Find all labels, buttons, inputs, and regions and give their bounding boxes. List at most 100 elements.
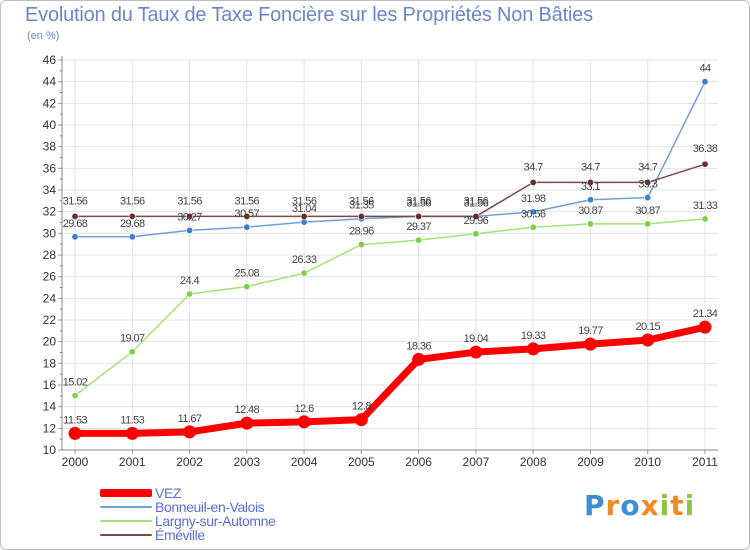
data-label: 31.56: [177, 195, 202, 207]
data-point: [586, 196, 594, 204]
legend-swatch: [100, 520, 152, 522]
data-label: 31.56: [235, 195, 260, 207]
data-label: 36.38: [693, 143, 718, 155]
data-point: [183, 425, 197, 439]
legend-label: Largny-sur-Automne: [155, 513, 276, 529]
legend-item: Largny-sur-Automne: [100, 513, 276, 529]
data-label: 34.7: [638, 161, 657, 173]
data-point: [186, 290, 194, 298]
data-label: 30.27: [177, 211, 202, 223]
data-label: 44: [699, 63, 711, 75]
data-point: [469, 345, 483, 359]
data-point: [641, 333, 655, 347]
data-label: 30.57: [235, 208, 260, 220]
data-label: 26.33: [292, 254, 317, 266]
x-tick-label: 2009: [577, 455, 604, 469]
y-tick-label: 40: [43, 118, 57, 132]
data-label: 31.56: [292, 195, 317, 207]
data-label: 12.6: [295, 403, 314, 415]
series-line-2: [74, 218, 706, 397]
legend-item: Bonneuil-en-Valois: [100, 500, 275, 514]
logo-letter: P: [584, 489, 606, 522]
data-label: 31.56: [63, 195, 88, 207]
data-point: [472, 230, 480, 238]
y-tick-label: 26: [43, 270, 57, 284]
data-label: 30.87: [635, 205, 660, 217]
data-point: [529, 208, 537, 216]
data-label: 31.56: [406, 197, 431, 209]
data-point: [297, 415, 311, 429]
data-point: [128, 212, 136, 220]
data-point: [357, 241, 365, 249]
x-tick-label: 2001: [119, 455, 146, 469]
y-tick-label: 10: [43, 443, 57, 457]
y-tick-label: 12: [43, 421, 57, 435]
y-tick-label: 32: [43, 205, 57, 219]
data-label: 25.08: [235, 268, 260, 280]
data-point: [529, 223, 537, 231]
data-point: [586, 220, 594, 228]
logo-letter: i: [684, 489, 696, 522]
y-tick-label: 20: [43, 335, 57, 349]
y-tick-label: 34: [43, 183, 57, 197]
data-label: 31.98: [521, 193, 546, 205]
data-point: [644, 220, 652, 228]
data-point: [586, 178, 594, 186]
x-tick-label: 2003: [233, 455, 260, 469]
data-label: 19.07: [120, 333, 145, 345]
data-point: [71, 392, 79, 400]
data-point: [243, 283, 251, 291]
data-point: [71, 233, 79, 241]
data-label: 31.56: [120, 195, 145, 207]
y-tick-label: 42: [43, 96, 57, 110]
y-tick-label: 18: [43, 356, 57, 370]
data-point: [701, 78, 709, 86]
data-point: [701, 215, 709, 223]
data-label: 11.67: [178, 413, 202, 425]
data-point: [240, 416, 254, 430]
y-tick-label: 28: [43, 248, 57, 262]
data-point: [68, 426, 82, 440]
data-label: 18.36: [406, 340, 431, 352]
data-label: 11.53: [63, 414, 87, 426]
proxiti-logo: Proxiti: [584, 489, 695, 522]
data-point: [472, 212, 480, 220]
data-label: 20.15: [635, 321, 660, 333]
data-point: [583, 337, 597, 351]
data-point: [300, 269, 308, 277]
data-label: 31.56: [464, 195, 489, 207]
chart-legend: VEZ Bonneuil-en-Valois Largny-sur-Automne É…: [100, 486, 276, 542]
data-label: 21.34: [693, 308, 718, 320]
data-label: 34.7: [581, 161, 600, 173]
data-label: 15.02: [63, 377, 88, 389]
logo-letter: t: [670, 489, 685, 522]
x-tick-label: 2008: [520, 455, 547, 469]
series-line-3: [74, 163, 706, 218]
data-point: [128, 233, 136, 241]
data-point: [529, 178, 537, 186]
y-tick-label: 44: [43, 75, 57, 89]
data-label: 12.8: [352, 401, 371, 413]
y-tick-label: 46: [43, 53, 57, 67]
logo-letter: o: [620, 489, 641, 522]
x-tick-label: 2007: [463, 455, 490, 469]
x-tick-label: 2005: [348, 455, 375, 469]
x-tick-label: 2011: [692, 455, 718, 469]
data-point: [698, 320, 712, 334]
data-label: 34.7: [524, 161, 543, 173]
y-tick-label: 36: [43, 161, 57, 175]
data-label: 19.33: [521, 330, 546, 342]
y-tick-label: 38: [43, 140, 57, 154]
data-label: 31.56: [349, 195, 374, 207]
data-point: [300, 212, 308, 220]
legend-swatch: [100, 489, 152, 497]
legend-label: VEZ: [155, 485, 182, 501]
data-point: [644, 178, 652, 186]
data-label: 29.68: [63, 218, 88, 230]
data-point: [243, 212, 251, 220]
data-point: [128, 348, 136, 356]
legend-swatch: [100, 534, 152, 536]
data-label: 29.68: [120, 218, 145, 230]
legend-item: VEZ: [100, 486, 275, 500]
